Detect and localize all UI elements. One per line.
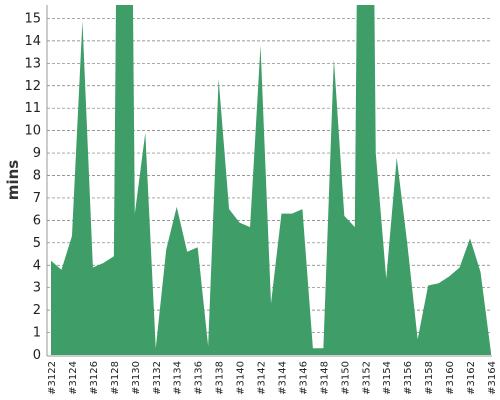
- y-tick-label: 14: [24, 34, 41, 49]
- x-tick-label: #3150: [340, 361, 351, 395]
- x-tick-label: #3160: [445, 361, 456, 395]
- y-tick-label: 13: [24, 56, 41, 71]
- y-tick-label: 5: [33, 236, 41, 251]
- y-tick-label: 0: [33, 348, 41, 363]
- x-tick-label: #3158: [424, 361, 435, 395]
- x-tick-label: #3124: [68, 361, 79, 395]
- y-tick-label: 12: [24, 79, 41, 94]
- x-tick-label: #3134: [173, 361, 184, 395]
- area: [51, 5, 491, 355]
- x-tick-label: #3130: [131, 361, 142, 395]
- x-tick-label: #3154: [382, 361, 393, 395]
- x-tick-label: #3132: [152, 361, 163, 395]
- x-tick-label: #3128: [110, 361, 121, 395]
- y-tick-label: 3: [33, 281, 41, 296]
- x-tick-label: #3152: [361, 361, 372, 395]
- x-tick-label: #3122: [47, 361, 58, 395]
- y-tick-label: 2: [33, 303, 41, 318]
- y-tick-label: 6: [33, 213, 41, 228]
- y-tick-label: 9: [33, 146, 41, 161]
- y-tick-label: 11: [24, 101, 41, 116]
- x-tick-label: #3138: [215, 361, 226, 395]
- y-tick-label: 7: [33, 191, 41, 206]
- y-axis-label: mins: [4, 160, 22, 200]
- x-tick-label: #3156: [403, 361, 414, 395]
- x-tick-label: #3136: [194, 361, 205, 395]
- x-tick-label: #3144: [277, 361, 288, 395]
- y-tick-label: 15: [24, 11, 41, 26]
- x-tick-label: #3162: [466, 361, 477, 395]
- y-tick-label: 1: [33, 326, 41, 341]
- x-tick-label: #3148: [319, 361, 330, 395]
- y-tick-label: 10: [24, 124, 41, 139]
- y-tick-label: 4: [33, 258, 41, 273]
- x-tick-label: #3126: [89, 361, 100, 395]
- x-tick-label: #3146: [298, 361, 309, 395]
- x-tick-label: #3140: [236, 361, 247, 395]
- x-tick-label: #3142: [257, 361, 268, 395]
- y-tick-label: 8: [33, 169, 41, 184]
- x-tick-label: #3164: [487, 361, 498, 395]
